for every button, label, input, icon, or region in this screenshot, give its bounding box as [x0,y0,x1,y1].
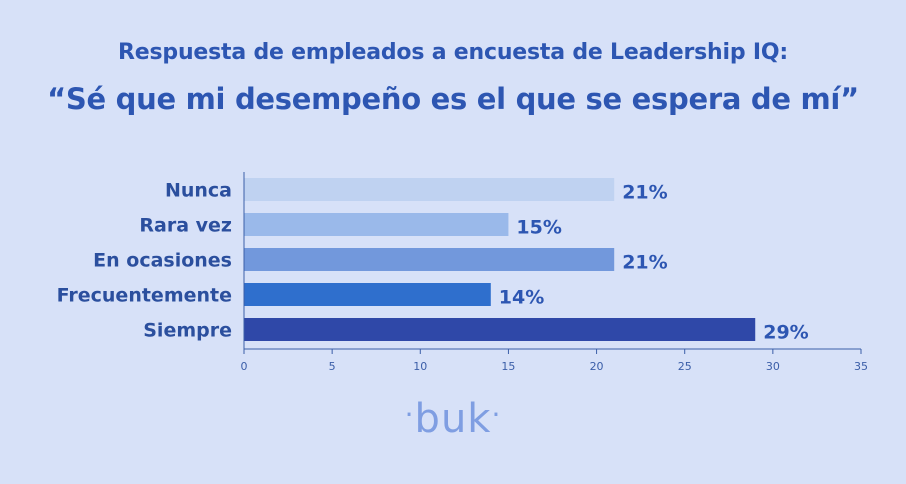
category-label-0: Nunca [165,180,232,202]
x-tick-label-5: 25 [678,360,692,373]
value-label-2: 21% [622,252,667,274]
buk-logo: ·buk· [0,396,906,442]
bar-3 [244,283,491,306]
x-tick-label-3: 15 [501,360,515,373]
value-label-1: 15% [516,217,561,239]
category-label-4: Siempre [143,320,232,342]
logo-text: buk [414,396,492,442]
bar-2 [244,248,615,271]
category-label-2: En ocasiones [93,250,232,272]
chart-subtitle: “Sé que mi desempeño es el que se espera… [47,82,859,116]
logo-dot-left: · [404,398,415,431]
x-tick-label-1: 5 [329,360,336,373]
x-tick-label-6: 30 [766,360,780,373]
category-label-3: Frecuentemente [57,285,232,307]
x-tick-label-7: 35 [854,360,868,373]
bar-4 [244,318,756,341]
value-label-4: 29% [763,322,808,344]
x-tick-label-4: 20 [590,360,604,373]
value-label-0: 21% [622,182,667,204]
value-label-3: 14% [499,287,544,309]
category-label-1: Rara vez [139,215,232,237]
x-tick-label-0: 0 [241,360,248,373]
chart-title: Respuesta de empleados a encuesta de Lea… [118,40,788,65]
logo-dot-right: · [491,398,502,431]
x-tick-label-2: 10 [413,360,427,373]
bar-0 [244,178,615,201]
bar-1 [244,213,509,236]
